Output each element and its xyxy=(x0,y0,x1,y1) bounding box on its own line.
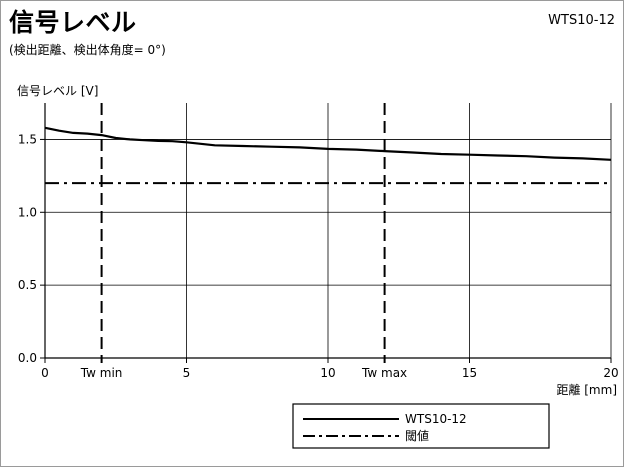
y-tick-label: 0.5 xyxy=(18,278,37,292)
y-tick-label: 1.5 xyxy=(18,132,37,146)
x-tick-label: 10 xyxy=(320,366,335,380)
marker-label: Tw max xyxy=(361,366,407,380)
y-tick-label: 0.0 xyxy=(18,351,37,365)
x-tick-label: 15 xyxy=(462,366,477,380)
marker-label: Tw min xyxy=(80,366,123,380)
x-axis-label: 距離 [mm] xyxy=(556,383,617,397)
plot-area xyxy=(44,103,612,363)
y-axis-label: 信号レベル [V] xyxy=(17,84,99,98)
legend: WTS10-12 閾値 xyxy=(292,403,550,449)
chart-subtitle: (検出距離、検出体角度= 0°) xyxy=(9,43,166,57)
tick-labels: 0 5 10 15 20 0.0 0.5 1.0 1.5 Tw min Tw max xyxy=(18,132,619,380)
x-tick-label: 0 xyxy=(41,366,49,380)
legend-label-threshold: 閾値 xyxy=(405,428,429,443)
y-tick-label: 1.0 xyxy=(18,205,37,219)
legend-label-series: WTS10-12 xyxy=(405,412,467,426)
x-tick-label: 20 xyxy=(603,366,618,380)
chart-title: 信号レベル xyxy=(9,8,137,37)
grid xyxy=(44,103,612,359)
legend-box xyxy=(292,403,550,449)
x-tick-label: 5 xyxy=(183,366,191,380)
model-label: WTS10-12 xyxy=(548,13,615,28)
series-line xyxy=(44,126,612,161)
